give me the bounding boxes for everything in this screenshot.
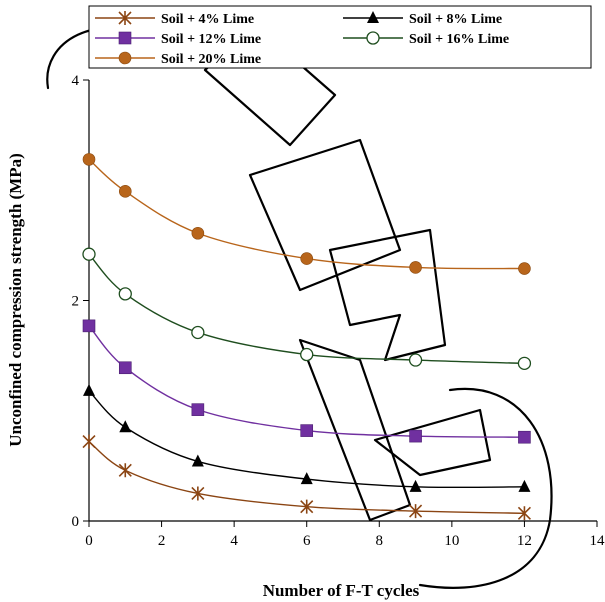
legend-marker-2: [367, 11, 379, 23]
series-3-point: [118, 361, 132, 375]
series-3-point: [518, 430, 531, 444]
series-1-point: [409, 504, 423, 519]
series-1-point: [82, 434, 96, 449]
legend-marker-5: [118, 51, 132, 65]
y-tick-label: 2: [72, 294, 80, 310]
legend-box: [88, 5, 592, 69]
series-5-point: [300, 252, 314, 265]
series-curves: [88, 158, 525, 514]
watermark-stroke-5: [298, 338, 412, 522]
x-tick-label: 8: [376, 533, 384, 549]
series-2-point: [119, 420, 132, 433]
series-3-point: [82, 319, 96, 333]
series-4-point: [300, 347, 314, 362]
x-tick-label: 6: [303, 533, 311, 549]
watermark-accepted: [46, 23, 553, 589]
y-tick-label: 4: [72, 73, 80, 89]
legend-label-3: Soil + 12% Lime: [161, 32, 261, 47]
x-tick-label: 10: [444, 533, 459, 549]
series-2-point: [191, 454, 204, 467]
x-tick-label: 2: [158, 533, 166, 549]
watermark-stroke-7: [418, 387, 553, 589]
watermark-stroke-6: [373, 408, 492, 477]
x-tick-label: 4: [230, 533, 238, 549]
series-1-point: [191, 486, 205, 501]
legend-marker-1: [118, 11, 132, 25]
series-3-point: [409, 429, 422, 443]
legend-label-1: Soil + 4% Lime: [161, 12, 254, 27]
x-tick-label: 0: [85, 533, 93, 549]
series-1-point: [517, 506, 531, 521]
legend: Soil + 4% Lime Soil + 8% Lime Soil + 12% L…: [88, 5, 592, 69]
legend-label-5: Soil + 20% Lime: [161, 52, 261, 67]
series-4-point: [191, 325, 205, 340]
series-1-point: [118, 463, 132, 478]
series-5-point: [118, 185, 132, 198]
legend-marker-4: [366, 31, 380, 45]
series-1-point: [300, 499, 314, 514]
legend-marker-3: [118, 31, 132, 45]
series-3-point: [191, 403, 205, 416]
legend-label-2: Soil + 8% Lime: [409, 12, 502, 27]
series-2-point: [300, 472, 313, 485]
series-2-point: [409, 479, 422, 492]
series-5-point: [191, 226, 205, 240]
x-tick-label: 12: [517, 533, 532, 549]
series-5-point: [409, 261, 422, 274]
y-tick-label: 0: [72, 514, 80, 530]
series-5-point: [82, 153, 96, 166]
series-markers: [82, 153, 532, 521]
x-axis-title: Number of F-T cycles: [263, 581, 420, 600]
watermark-stroke-4: [328, 228, 447, 362]
series-4-point: [408, 353, 423, 367]
series-4-point: [118, 287, 132, 301]
series-4-point: [517, 356, 532, 370]
series-line-5: [88, 158, 525, 270]
series-2-point: [518, 479, 531, 492]
y-axis-title: Unconfined compression strength (MPa): [6, 153, 25, 447]
series-3-point: [300, 424, 314, 437]
series-4-point: [82, 247, 96, 261]
x-tick-label: 14: [590, 533, 605, 549]
series-5-point: [518, 262, 531, 275]
watermark-stroke-3: [248, 138, 402, 292]
legend-label-4: Soil + 16% Lime: [409, 32, 509, 47]
series-2-point: [83, 383, 95, 396]
series-line-4: [88, 253, 525, 365]
